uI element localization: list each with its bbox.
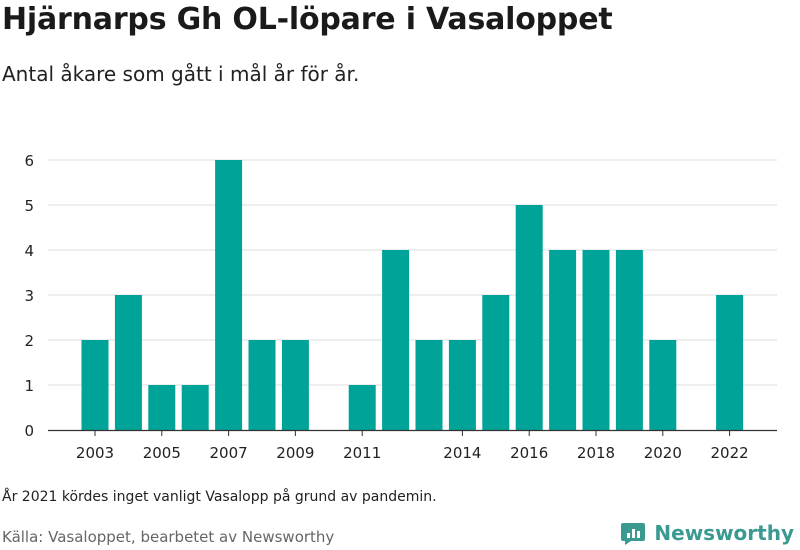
bar xyxy=(181,385,209,430)
bar xyxy=(114,295,142,430)
x-tick-label: 2009 xyxy=(276,444,314,462)
x-tick-label: 2022 xyxy=(711,444,749,462)
y-tick-label: 5 xyxy=(24,197,34,215)
bar xyxy=(716,295,744,430)
brand-name: Newsworthy xyxy=(654,521,794,545)
bar xyxy=(582,250,610,430)
x-tick-label: 2016 xyxy=(510,444,548,462)
x-tick-label: 2018 xyxy=(577,444,615,462)
x-tick-label: 2014 xyxy=(443,444,481,462)
bar xyxy=(615,250,643,430)
y-tick-label: 4 xyxy=(24,242,34,260)
newsworthy-logo-icon xyxy=(621,523,646,545)
x-tick-label: 2020 xyxy=(644,444,682,462)
bar xyxy=(482,295,510,430)
x-tick-label: 2007 xyxy=(210,444,248,462)
y-tick-label: 0 xyxy=(24,422,34,440)
bar xyxy=(148,385,176,430)
bar xyxy=(248,340,276,430)
chart-note: År 2021 kördes inget vanligt Vasalopp på… xyxy=(2,489,437,505)
chart-subtitle: Antal åkare som gått i mål år för år. xyxy=(2,62,360,86)
bar xyxy=(415,340,443,430)
bar xyxy=(382,250,410,430)
y-tick-label: 2 xyxy=(24,332,34,350)
y-tick-label: 6 xyxy=(24,152,34,170)
bar xyxy=(215,160,243,430)
bar xyxy=(281,340,309,430)
x-tick-label: 2011 xyxy=(343,444,381,462)
bar xyxy=(549,250,577,430)
bar xyxy=(448,340,476,430)
brand-logo: Newsworthy xyxy=(620,520,794,546)
bar xyxy=(515,205,543,430)
x-tick-label: 2005 xyxy=(143,444,181,462)
x-tick-label: 2003 xyxy=(76,444,114,462)
bar xyxy=(348,385,376,430)
y-tick-label: 1 xyxy=(24,377,34,395)
bar xyxy=(649,340,677,430)
y-tick-label: 3 xyxy=(24,287,34,305)
chart-title: Hjärnarps Gh OL-löpare i Vasaloppet xyxy=(2,2,613,37)
source-credit: Källa: Vasaloppet, bearbetet av Newswort… xyxy=(2,528,335,546)
bar xyxy=(81,340,109,430)
